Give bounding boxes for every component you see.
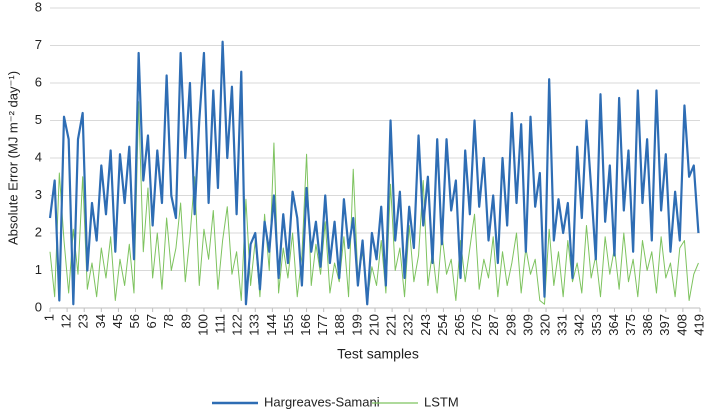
legend-label: Hargreaves-Samani	[264, 394, 380, 409]
legend-label: LSTM	[424, 394, 459, 409]
y-tick-label: 8	[35, 0, 42, 14]
x-tick-label: 309	[520, 314, 535, 336]
x-tick-label: 342	[572, 314, 587, 336]
x-tick-label: 23	[76, 314, 91, 328]
x-tick-label: 67	[144, 314, 159, 328]
x-tick-label: 1	[41, 314, 56, 321]
x-tick-label: 408	[674, 314, 689, 336]
x-tick-label: 155	[281, 314, 296, 336]
x-tick-label: 144	[264, 314, 279, 336]
x-tick-label: 45	[110, 314, 125, 328]
x-tick-label: 287	[486, 314, 501, 336]
x-tick-label: 232	[401, 314, 416, 336]
y-tick-label: 5	[35, 112, 42, 127]
x-tick-label: 276	[469, 314, 484, 336]
x-tick-label: 320	[537, 314, 552, 336]
x-tick-label: 210	[366, 314, 381, 336]
x-tick-label: 221	[384, 314, 399, 336]
x-tick-label: 133	[247, 314, 262, 336]
y-tick-label: 2	[35, 224, 42, 239]
x-tick-label: 331	[555, 314, 570, 336]
x-tick-label: 177	[315, 314, 330, 336]
y-tick-label: 4	[35, 149, 42, 164]
x-tick-label: 375	[623, 314, 638, 336]
x-tick-label: 111	[212, 314, 227, 334]
y-tick-label: 1	[35, 262, 42, 277]
x-tick-label: 166	[298, 314, 313, 336]
x-tick-label: 254	[435, 314, 450, 336]
x-tick-label: 188	[332, 314, 347, 336]
x-tick-label: 89	[178, 314, 193, 328]
x-tick-label: 397	[657, 314, 672, 336]
x-tick-label: 199	[349, 314, 364, 336]
x-tick-label: 243	[418, 314, 433, 336]
x-tick-label: 12	[59, 314, 74, 328]
x-tick-label: 34	[93, 314, 108, 328]
y-tick-label: 7	[35, 37, 42, 52]
x-tick-label: 100	[195, 314, 210, 336]
x-tick-label: 298	[503, 314, 518, 336]
y-tick-label: 0	[35, 299, 42, 314]
x-axis-title: Test samples	[337, 346, 419, 362]
y-tick-label: 6	[35, 74, 42, 89]
x-tick-label: 122	[230, 314, 245, 336]
x-tick-label: 265	[452, 314, 467, 336]
x-tick-label: 353	[589, 314, 604, 336]
y-axis-title: Absolute Error (MJ m⁻² day⁻¹)	[5, 71, 20, 245]
x-tick-label: 56	[127, 314, 142, 328]
x-tick-label: 78	[161, 314, 176, 328]
series-line	[48, 40, 700, 306]
series-line	[49, 101, 699, 305]
y-tick-label: 3	[35, 187, 42, 202]
x-tick-label: 386	[640, 314, 655, 336]
x-tick-label: 364	[606, 314, 621, 336]
x-tick-label: 419	[691, 314, 706, 336]
